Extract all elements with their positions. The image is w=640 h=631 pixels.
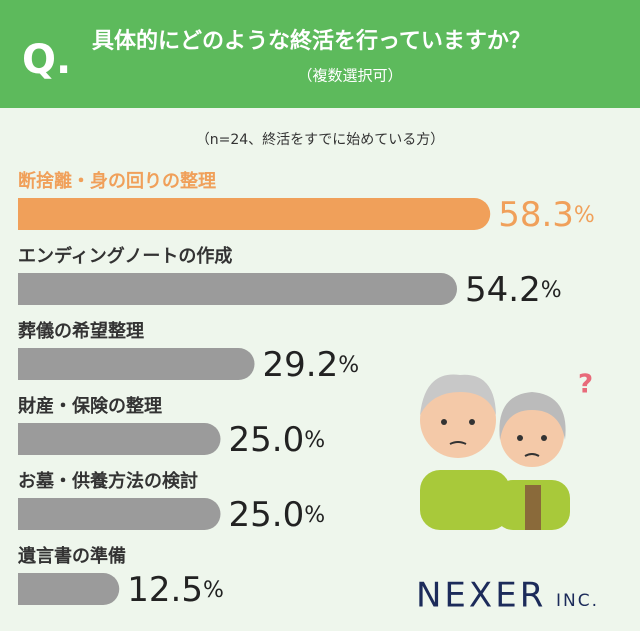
value-unit: % — [338, 353, 359, 378]
brand-suffix: INC. — [556, 591, 599, 611]
bar — [2, 498, 221, 530]
value-unit: % — [541, 278, 562, 303]
value-number: 12.5 — [127, 570, 203, 610]
bar — [2, 348, 255, 380]
category-label: エンディングノートの作成 — [18, 245, 232, 267]
value-number: 58.3 — [498, 195, 574, 235]
value-number: 25.0 — [229, 420, 305, 460]
illustration: ? — [420, 370, 593, 530]
value-unit: % — [304, 428, 325, 453]
value-unit: % — [203, 578, 224, 603]
value-unit: % — [574, 203, 595, 228]
bar — [2, 423, 221, 455]
value-label: 29.2% — [263, 345, 360, 385]
header — [0, 0, 640, 108]
badge: Q. — [22, 37, 71, 83]
category-label: 遺言書の準備 — [18, 545, 126, 567]
category-label: 財産・保険の整理 — [18, 395, 162, 417]
bar-left-edge — [0, 273, 18, 305]
value-label: 25.0% — [229, 420, 326, 460]
subtitle: （複数選択可） — [297, 67, 402, 85]
bar-left-edge — [0, 573, 18, 605]
question-mark-icon: ? — [578, 370, 593, 400]
bar — [2, 573, 120, 605]
note: （n=24、終活をすでに始めている方） — [196, 132, 445, 148]
value-number: 29.2 — [263, 345, 339, 385]
bar-left-edge — [0, 498, 18, 530]
value-label: 54.2% — [465, 270, 562, 310]
value-label: 25.0% — [229, 495, 326, 535]
bar — [2, 198, 491, 230]
category-label: 葬儀の希望整理 — [18, 320, 144, 342]
bar — [2, 273, 458, 305]
chart-title: 具体的にどのような終活を行っていますか？ — [92, 28, 531, 54]
category-label: 断捨離・身の回りの整理 — [18, 170, 216, 192]
category-label: お墓・供養方法の検討 — [18, 470, 198, 492]
bar-left-edge — [0, 348, 18, 380]
value-number: 25.0 — [229, 495, 305, 535]
brand: NEXER — [416, 576, 546, 616]
value-number: 54.2 — [465, 270, 541, 310]
bar-left-edge — [0, 423, 18, 455]
value-unit: % — [304, 503, 325, 528]
value-label: 12.5% — [127, 570, 224, 610]
bar-left-edge — [0, 198, 18, 230]
value-label: 58.3% — [498, 195, 595, 235]
